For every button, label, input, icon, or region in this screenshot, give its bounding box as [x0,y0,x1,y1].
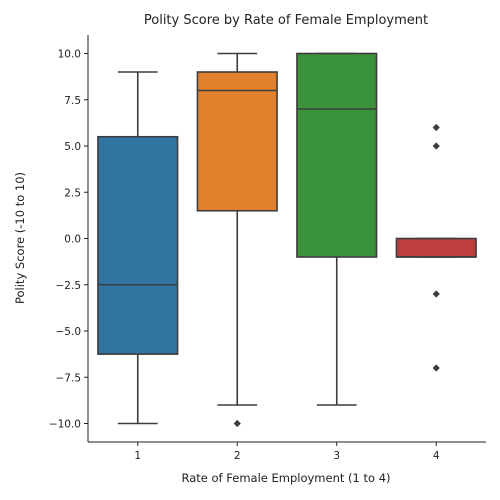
outlier-point [432,123,440,132]
y-tick-label: 7.5 [64,95,81,107]
outlier-point [432,364,440,372]
plot-area [97,52,477,428]
y-tick-label: 10.0 [58,49,81,61]
box [395,237,477,258]
y-tick-label: 2.5 [64,187,81,199]
box [296,52,378,258]
axes: −10.0 −7.5 −5.0 −2.5 0.0 2.5 5.0 7.5 10.0 1 2 3 4 [49,35,486,462]
y-axis-label: Polity Score (-10 to 10) [13,172,27,304]
outlier-point [432,142,440,150]
y-tick-label: −10.0 [49,419,81,431]
box [97,135,179,355]
y-tick-label: 0.0 [64,234,81,246]
y-tick-label: −2.5 [56,280,82,292]
x-tick-label: 4 [433,450,440,462]
box-group-3 [296,52,378,406]
y-tick-label: −5.0 [56,326,82,338]
box [196,71,278,212]
x-axis-label: Rate of Female Employment (1 to 4) [182,471,391,485]
box-group-4 [395,123,477,372]
y-tick-label: −7.5 [56,372,82,384]
outlier-point [233,419,241,428]
y-tick-label: 5.0 [64,141,81,153]
x-tick-label: 3 [333,450,340,462]
x-tick-label: 2 [234,450,241,462]
chart-title: Polity Score by Rate of Female Employmen… [144,13,428,28]
outlier-point [432,290,440,298]
x-tick-label: 1 [134,450,141,462]
box-group-2 [196,52,278,428]
box-group-1 [97,71,179,425]
